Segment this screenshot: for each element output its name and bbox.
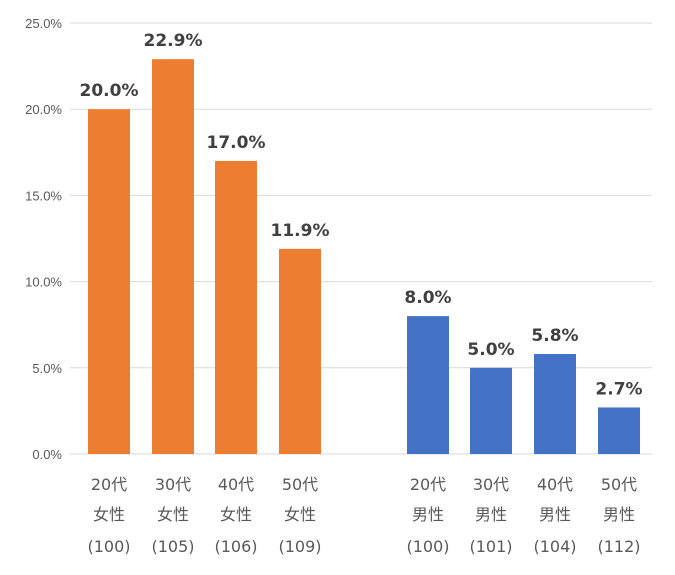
y-tick-label: 20.0% [25,102,62,117]
y-tick-label: 25.0% [25,16,62,31]
bar-female [215,160,257,455]
x-category-label: 50代 [601,475,637,494]
y-tick-label: 15.0% [25,188,62,203]
x-category-label: 男性 [603,505,635,524]
x-category-label: (112) [597,537,640,556]
x-category-label: 女性 [93,505,125,524]
x-category-label: (106) [214,537,257,556]
x-category-label: 30代 [473,475,509,494]
y-tick-label: 0.0% [32,447,62,462]
x-category-label: 女性 [157,505,189,524]
x-category-label: (104) [533,537,576,556]
x-category-label: 40代 [218,475,254,494]
bar-male [470,367,512,454]
x-category-label: 30代 [155,475,191,494]
data-label: 8.0% [404,288,451,308]
x-category-label: 女性 [220,505,252,524]
x-category-label: 20代 [91,475,127,494]
x-category-label: 男性 [539,505,571,524]
y-tick-label: 5.0% [32,361,62,376]
x-category-label: 男性 [475,505,507,524]
x-category-label: 50代 [282,475,318,494]
x-category-label: (100) [87,537,130,556]
x-category-label: 40代 [537,475,573,494]
data-label: 2.7% [595,379,642,399]
bar-female [88,109,130,454]
x-category-label: 20代 [410,475,446,494]
x-category-label: (100) [406,537,449,556]
x-category-label: (101) [469,537,512,556]
bar-female [279,248,321,454]
bar-male [598,407,640,454]
y-tick-label: 10.0% [25,275,62,290]
data-label: 11.9% [271,221,330,241]
data-label: 5.8% [531,326,578,346]
bar-female [152,59,194,454]
data-label: 17.0% [207,133,266,153]
data-label: 5.0% [467,340,514,360]
bar-male [534,354,576,454]
bar-male [407,316,449,454]
x-category-label: 男性 [412,505,444,524]
x-category-label: 女性 [284,505,316,524]
data-label: 22.9% [144,31,203,51]
x-category-label: (109) [278,537,321,556]
x-category-label: (105) [151,537,194,556]
data-label: 20.0% [80,81,139,101]
